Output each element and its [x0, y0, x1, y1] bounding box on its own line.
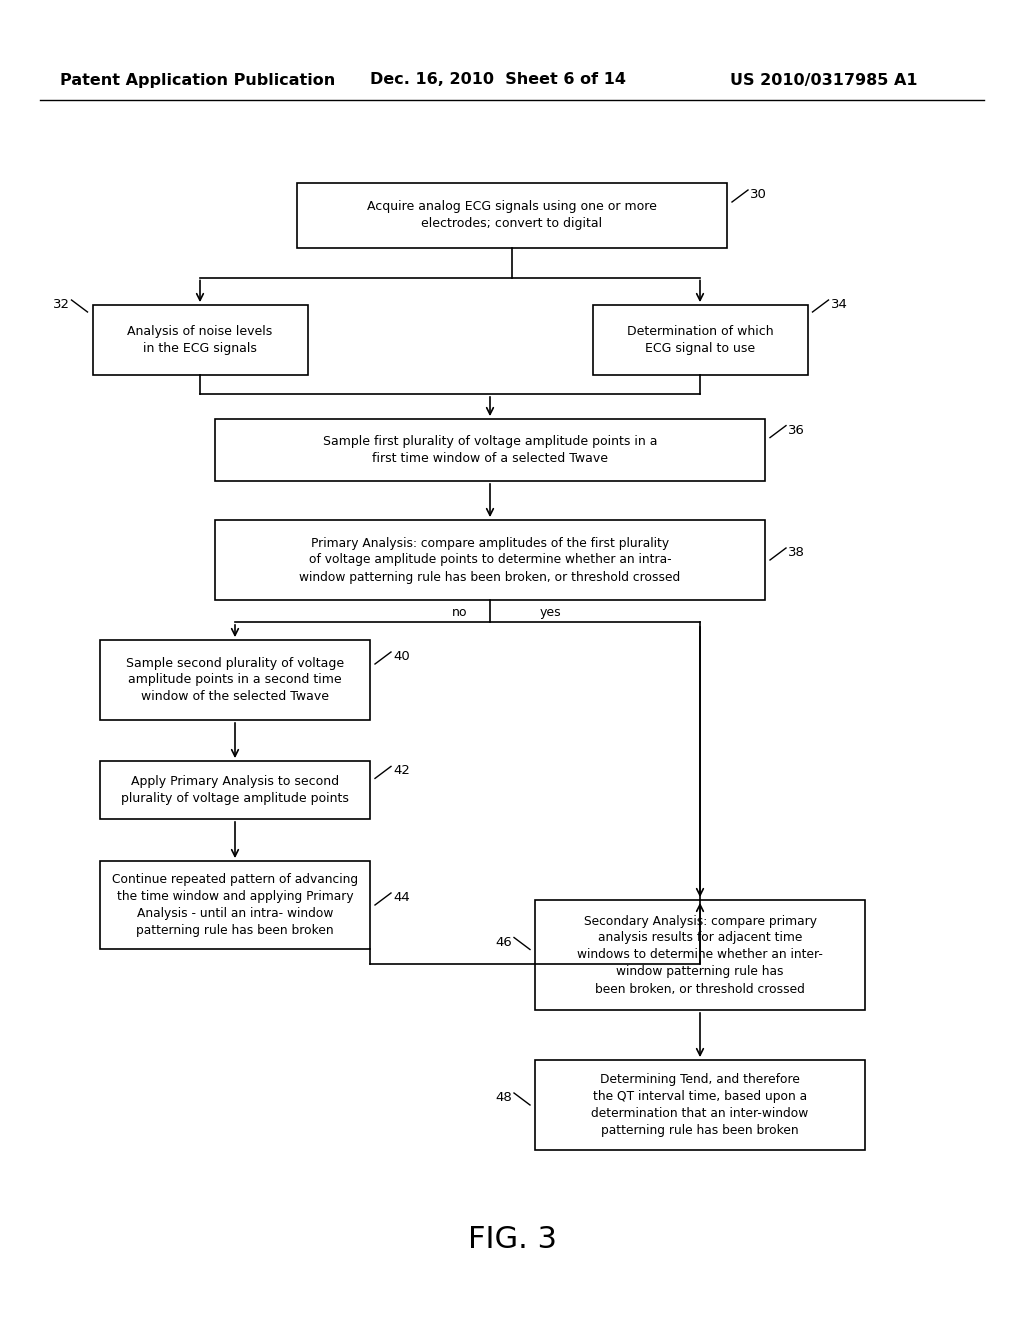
Text: 34: 34 — [830, 298, 848, 312]
Text: Secondary Analysis: compare primary
analysis results for adjacent time
windows t: Secondary Analysis: compare primary anal… — [578, 915, 823, 995]
Text: 46: 46 — [496, 936, 512, 949]
Text: Patent Application Publication: Patent Application Publication — [60, 73, 335, 87]
Text: FIG. 3: FIG. 3 — [468, 1225, 556, 1254]
Text: Sample second plurality of voltage
amplitude points in a second time
window of t: Sample second plurality of voltage ampli… — [126, 656, 344, 704]
FancyBboxPatch shape — [92, 305, 307, 375]
Text: 40: 40 — [393, 649, 410, 663]
Text: Dec. 16, 2010  Sheet 6 of 14: Dec. 16, 2010 Sheet 6 of 14 — [370, 73, 626, 87]
Text: 38: 38 — [788, 546, 805, 558]
Text: Primary Analysis: compare amplitudes of the first plurality
of voltage amplitude: Primary Analysis: compare amplitudes of … — [299, 536, 681, 583]
Text: Sample first plurality of voltage amplitude points in a
first time window of a s: Sample first plurality of voltage amplit… — [323, 436, 657, 465]
FancyBboxPatch shape — [100, 640, 370, 719]
Text: Determining Tend, and therefore
the QT interval time, based upon a
determination: Determining Tend, and therefore the QT i… — [592, 1073, 809, 1137]
FancyBboxPatch shape — [593, 305, 808, 375]
Text: yes: yes — [540, 606, 561, 619]
Text: 42: 42 — [393, 764, 410, 777]
Text: Continue repeated pattern of advancing
the time window and applying Primary
Anal: Continue repeated pattern of advancing t… — [112, 873, 358, 937]
Text: US 2010/0317985 A1: US 2010/0317985 A1 — [730, 73, 918, 87]
FancyBboxPatch shape — [297, 182, 727, 248]
Text: no: no — [453, 606, 468, 619]
FancyBboxPatch shape — [215, 418, 765, 480]
Text: 30: 30 — [750, 187, 767, 201]
Text: 44: 44 — [393, 891, 410, 904]
FancyBboxPatch shape — [215, 520, 765, 601]
Text: 36: 36 — [788, 424, 805, 437]
FancyBboxPatch shape — [535, 1060, 865, 1150]
Text: Acquire analog ECG signals using one or more
electrodes; convert to digital: Acquire analog ECG signals using one or … — [367, 201, 657, 230]
Text: Analysis of noise levels
in the ECG signals: Analysis of noise levels in the ECG sign… — [127, 325, 272, 355]
Text: 48: 48 — [496, 1092, 512, 1104]
Text: Determination of which
ECG signal to use: Determination of which ECG signal to use — [627, 325, 773, 355]
FancyBboxPatch shape — [100, 861, 370, 949]
Text: 32: 32 — [52, 298, 70, 312]
Text: Apply Primary Analysis to second
plurality of voltage amplitude points: Apply Primary Analysis to second plurali… — [121, 775, 349, 805]
FancyBboxPatch shape — [535, 900, 865, 1010]
FancyBboxPatch shape — [100, 762, 370, 818]
